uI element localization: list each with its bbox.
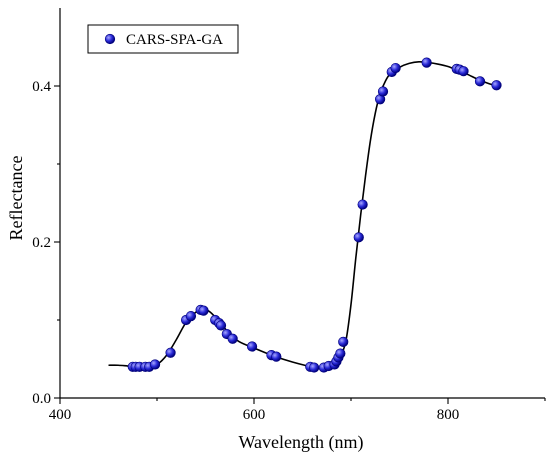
legend: CARS-SPA-GA [87,24,239,54]
data-point [421,57,432,68]
data-point [309,362,320,373]
x-tick-label: 800 [437,407,460,423]
y-tick-label: 0.4 [32,79,51,95]
y-axis-title: Reflectance [6,156,26,241]
data-point [227,333,238,344]
fitted-curve [108,61,497,369]
data-point [377,86,389,97]
data-point [491,80,502,91]
data-point [215,320,227,331]
data-point [357,199,368,210]
data-point [246,341,258,352]
data-point [338,336,349,347]
data-point [335,348,346,359]
data-point [390,62,401,74]
plot-area [108,57,502,373]
x-tick-label: 400 [49,407,72,423]
legend-marker [104,33,116,45]
data-point [353,232,364,243]
x-tick-label: 600 [243,407,266,423]
data-point [458,66,469,77]
x-axis-title: Wavelength (nm) [238,432,363,453]
data-point [474,76,486,87]
y-tick-label: 0.2 [32,235,51,251]
y-tick-label: 0.0 [32,391,51,407]
axes: 400 600 800 0.0 0.2 0.4 [32,8,546,423]
data-point [185,311,197,322]
data-point [271,351,282,362]
legend-label: CARS-SPA-GA [126,32,223,48]
data-point [149,359,161,370]
data-point [198,305,209,316]
data-point [165,347,176,358]
